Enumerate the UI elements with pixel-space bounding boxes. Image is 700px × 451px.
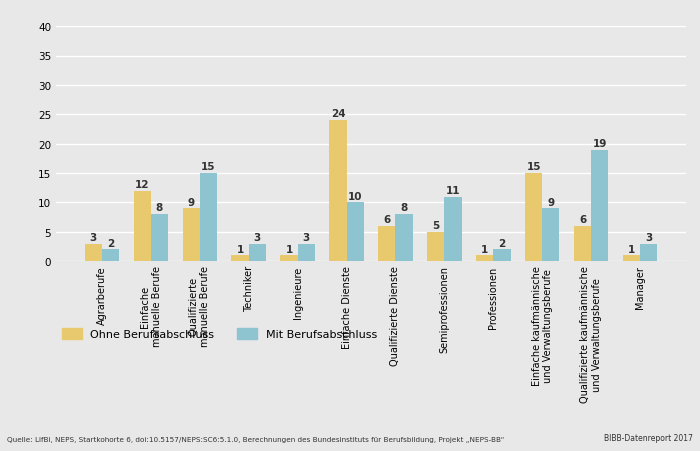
Bar (574, 226, 592, 262)
Text: 15: 15 (526, 162, 541, 172)
Bar (85, 244, 102, 262)
Text: BIBB-Datenreport 2017: BIBB-Datenreport 2017 (604, 433, 693, 442)
Text: 3: 3 (302, 232, 310, 242)
Text: 9: 9 (547, 197, 554, 207)
Text: 8: 8 (400, 203, 407, 213)
Text: 24: 24 (330, 109, 345, 119)
Bar (330, 121, 346, 262)
Bar (525, 174, 542, 262)
Bar (378, 226, 395, 262)
Bar (542, 209, 559, 262)
Bar (623, 256, 640, 262)
Text: 3: 3 (645, 232, 652, 242)
Text: 2: 2 (106, 238, 114, 248)
Bar (150, 215, 168, 262)
Text: 15: 15 (201, 162, 216, 172)
Text: 1: 1 (237, 244, 244, 254)
Text: 3: 3 (253, 232, 261, 242)
Text: 5: 5 (432, 221, 440, 230)
Text: 11: 11 (446, 185, 460, 195)
Bar (134, 191, 150, 262)
Bar (102, 250, 119, 262)
Text: 1: 1 (286, 244, 293, 254)
Bar (232, 256, 248, 262)
Text: 9: 9 (188, 197, 195, 207)
Bar (395, 215, 412, 262)
Text: 6: 6 (579, 215, 587, 225)
Text: 8: 8 (155, 203, 163, 213)
Legend: Ohne Berufsabschluss, Mit Berufsabschluss: Ohne Berufsabschluss, Mit Berufsabschlus… (62, 328, 377, 340)
Bar (427, 232, 444, 262)
Text: 3: 3 (90, 232, 97, 242)
Text: 2: 2 (498, 238, 505, 248)
Text: 12: 12 (135, 179, 149, 189)
Bar (444, 197, 461, 262)
Bar (640, 244, 657, 262)
Text: 1: 1 (628, 244, 636, 254)
Text: Quelle: LifBi, NEPS, Startkohorte 6, doi:10.5157/NEPS:SC6:5.1.0, Berechnungen de: Quelle: LifBi, NEPS, Startkohorte 6, doi… (7, 436, 505, 442)
Bar (199, 174, 217, 262)
Bar (592, 150, 608, 262)
Bar (281, 256, 297, 262)
Bar (346, 203, 364, 262)
Bar (183, 209, 200, 262)
Bar (248, 244, 266, 262)
Bar (298, 244, 315, 262)
Text: 1: 1 (481, 244, 489, 254)
Text: 10: 10 (348, 191, 363, 201)
Text: 19: 19 (593, 138, 607, 148)
Bar (476, 256, 494, 262)
Bar (494, 250, 510, 262)
Text: 6: 6 (384, 215, 391, 225)
